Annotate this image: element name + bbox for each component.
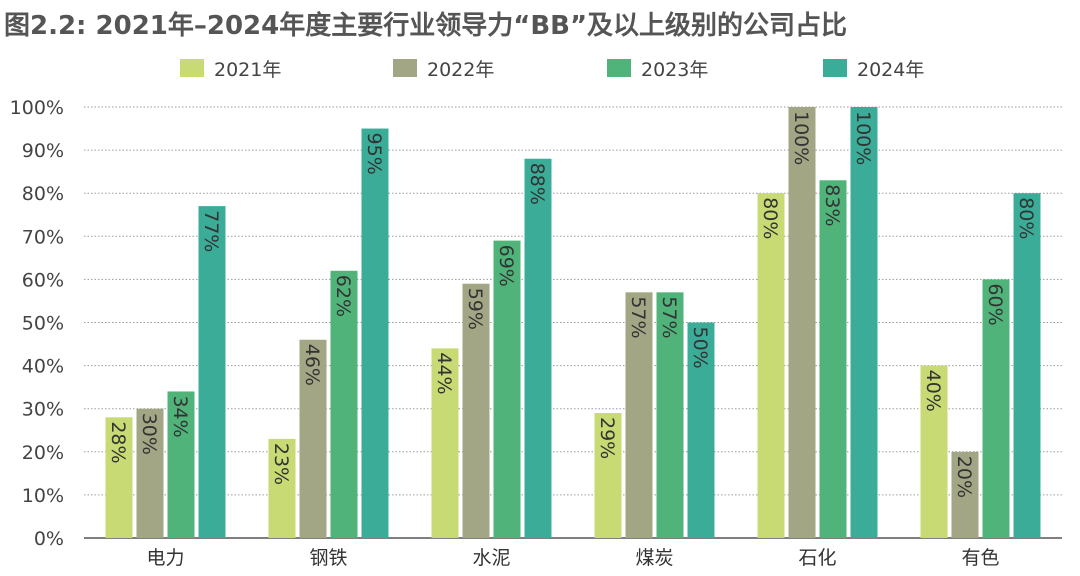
bar [136, 408, 164, 538]
bar-group [268, 128, 389, 539]
y-tick-label: 90% [22, 140, 64, 162]
legend-swatch [823, 59, 847, 77]
y-tick-label: 30% [22, 399, 64, 421]
bar [982, 279, 1010, 538]
legend-swatch [180, 59, 204, 77]
bar-value-label: 60% [984, 283, 1006, 325]
bar [299, 339, 327, 538]
y-tick-label: 60% [22, 269, 64, 291]
bar [493, 240, 521, 539]
bar [167, 391, 195, 538]
bar [462, 283, 490, 538]
x-category-label: 石化 [798, 547, 836, 569]
y-tick-label: 70% [22, 226, 64, 248]
bar-group [105, 206, 226, 538]
bar [1013, 193, 1041, 538]
bar [268, 438, 296, 538]
y-tick-label: 50% [22, 313, 64, 335]
legend-item: 2023年 [607, 59, 708, 81]
bar-value-label: 57% [627, 296, 649, 338]
bar-value-label: 95% [363, 133, 385, 175]
bar-value-label: 29% [596, 417, 618, 459]
y-tick-label: 40% [22, 356, 64, 378]
legend-label: 2023年 [641, 59, 708, 81]
y-tick-label: 100% [10, 97, 64, 119]
y-tick-label: 20% [22, 442, 64, 464]
legend-label: 2021年 [214, 59, 281, 81]
x-axis-labels: 电力 钢铁 水泥 煤炭 石化 有色 [146, 547, 999, 569]
bar [105, 417, 133, 538]
x-category-label: 水泥 [472, 547, 510, 569]
bar-value-label: 69% [495, 245, 517, 287]
bar [757, 193, 785, 538]
bar-value-label: 83% [821, 184, 843, 226]
legend-swatch [393, 59, 417, 77]
y-tick-label: 10% [22, 485, 64, 507]
bar-value-label: 80% [1015, 197, 1037, 239]
bar [687, 322, 715, 538]
bar [819, 180, 847, 538]
bar [788, 107, 816, 538]
bar-value-label: 46% [301, 344, 323, 386]
bar-value-label: 34% [169, 395, 191, 437]
bar-value-label: 28% [107, 421, 129, 463]
bar [951, 451, 979, 538]
bar [361, 128, 389, 539]
bar-group [920, 193, 1041, 538]
chart-title: 图2.2: 2021年–2024年度主要行业领导力“BB”及以上级别的公司占比 [4, 10, 847, 41]
bar [850, 107, 878, 538]
bar-value-label: 100% [852, 111, 874, 165]
y-tick-label: 80% [22, 183, 64, 205]
legend-item: 2022年 [393, 59, 494, 81]
bar [920, 365, 948, 538]
bar [656, 292, 684, 538]
bar [524, 158, 552, 538]
legend: 2021年 2022年 2023年 2024年 [180, 59, 924, 81]
bar [625, 292, 653, 538]
legend-item: 2021年 [180, 59, 281, 81]
bar [198, 206, 226, 538]
x-category-label: 钢铁 [309, 547, 347, 569]
bar [594, 413, 622, 538]
bar-value-label: 80% [759, 197, 781, 239]
bar-value-label: 57% [658, 296, 680, 338]
y-axis-labels: 0% 10% 20% 30% 40% 50% 60% 70% 80% 90% 100% [10, 97, 64, 550]
bar-value-label: 88% [526, 163, 548, 205]
legend-item: 2024年 [823, 59, 924, 81]
x-category-label: 电力 [146, 547, 184, 569]
bar-group [431, 158, 552, 539]
bar-value-label: 44% [433, 352, 455, 394]
bar-group [757, 107, 878, 538]
bar-value-label: 40% [922, 370, 944, 412]
bar-value-label: 100% [790, 111, 812, 165]
value-labels: 28% 30% 34% 77% 23% 46% 62% 95% 44% 59% 69% 88% 29% 5… [107, 111, 1037, 498]
gridlines [84, 106, 1062, 539]
legend-swatch [607, 59, 631, 77]
bar-value-label: 62% [332, 275, 354, 317]
x-category-label: 煤炭 [635, 547, 673, 569]
bar-value-label: 20% [953, 456, 975, 498]
bar-value-label: 30% [138, 413, 160, 455]
x-category-label: 有色 [961, 547, 999, 569]
y-tick-label: 0% [34, 528, 64, 550]
bar-value-label: 50% [689, 327, 711, 369]
bars [105, 107, 1041, 539]
legend-label: 2022年 [427, 59, 494, 81]
bar [431, 348, 459, 538]
bar-group [594, 292, 715, 538]
bar-value-label: 59% [464, 288, 486, 330]
bar [330, 270, 358, 538]
bar-value-label: 77% [200, 210, 222, 252]
legend-label: 2024年 [857, 59, 924, 81]
bar-value-label: 23% [270, 443, 292, 485]
